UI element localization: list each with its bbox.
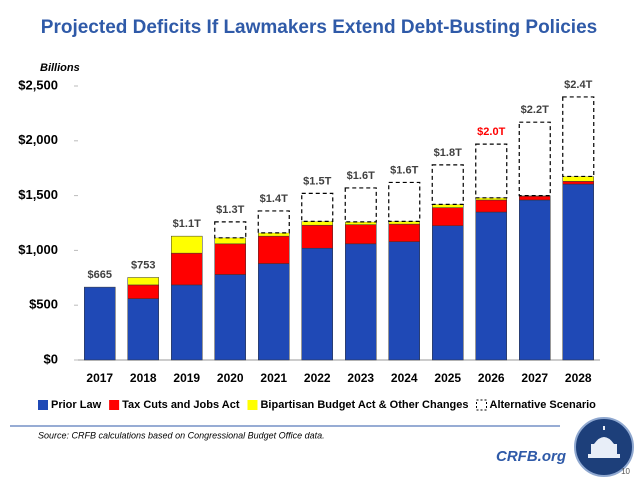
bar-segment bbox=[475, 143, 508, 199]
total-label: $1.6T bbox=[390, 164, 418, 176]
y-tick-label: $2,000 bbox=[18, 132, 58, 147]
bar-segment bbox=[432, 207, 464, 226]
x-tick-label: 2028 bbox=[565, 371, 592, 385]
bar-segment bbox=[171, 284, 203, 361]
logo-dome bbox=[588, 426, 620, 458]
source: Source: CRFB calculations based on Congr… bbox=[38, 430, 325, 440]
legend-label: Tax Cuts and Jobs Act bbox=[122, 399, 240, 411]
bar-segment bbox=[301, 224, 333, 249]
legend-swatch bbox=[109, 400, 120, 410]
bar-segment bbox=[475, 211, 507, 361]
bar-segment bbox=[519, 199, 551, 361]
bar-segment bbox=[432, 225, 464, 361]
total-label: $1.8T bbox=[434, 147, 462, 159]
x-tick-label: 2022 bbox=[304, 371, 331, 385]
brand: CRFB.org bbox=[496, 448, 566, 465]
bar-segment bbox=[171, 235, 203, 254]
bar-segment bbox=[518, 121, 551, 197]
x-tick-label: 2020 bbox=[217, 371, 244, 385]
bar-segment bbox=[257, 210, 290, 234]
x-tick-label: 2027 bbox=[521, 371, 548, 385]
bar-segment bbox=[171, 252, 203, 286]
bar-segment bbox=[562, 176, 594, 182]
x-tick-label: 2024 bbox=[391, 371, 418, 385]
bar-segment bbox=[431, 164, 464, 205]
bar-segment bbox=[388, 181, 421, 222]
legend-label: Bipartisan Budget Act & Other Changes bbox=[260, 399, 468, 411]
total-label: $2.2T bbox=[521, 104, 549, 116]
x-tick-label: 2025 bbox=[434, 371, 461, 385]
x-tick-label: 2023 bbox=[347, 371, 374, 385]
total-label: $665 bbox=[88, 269, 112, 281]
total-label: $1.5T bbox=[303, 175, 331, 187]
bar-segment bbox=[562, 183, 594, 361]
total-label: $1.1T bbox=[173, 218, 201, 230]
x-tick-label: 2021 bbox=[260, 371, 287, 385]
x-tick-label: 2018 bbox=[130, 371, 157, 385]
y-tick-label: $1,500 bbox=[18, 187, 58, 202]
bar-segment bbox=[388, 241, 420, 361]
bar-segment bbox=[258, 263, 290, 361]
legend-label: Prior Law bbox=[51, 399, 102, 411]
bar-segment bbox=[519, 195, 551, 201]
bar-segment bbox=[214, 237, 246, 245]
chart-title: Projected Deficits If Lawmakers Extend D… bbox=[41, 17, 597, 38]
bar-segment bbox=[475, 199, 507, 213]
total-label: $1.4T bbox=[260, 193, 288, 205]
bar-segment bbox=[301, 192, 334, 222]
bar-segment bbox=[562, 96, 595, 178]
total-label: $753 bbox=[131, 259, 155, 271]
legend-swatch bbox=[476, 399, 487, 411]
total-label: $2.4T bbox=[564, 79, 592, 91]
x-tick-label: 2026 bbox=[478, 371, 505, 385]
y-tick-label: $1,000 bbox=[18, 242, 58, 257]
legend-swatch bbox=[38, 400, 48, 410]
bar-segment bbox=[301, 247, 333, 361]
y-tick-label: $500 bbox=[29, 297, 58, 312]
legend-label: Alternative Scenario bbox=[490, 399, 597, 411]
bar-segment bbox=[127, 284, 159, 299]
total-label: $1.3T bbox=[216, 204, 244, 216]
bar-segment bbox=[562, 181, 594, 185]
y-tick-label: $0 bbox=[44, 351, 58, 366]
bar-segment bbox=[344, 187, 377, 223]
bar-segment bbox=[345, 243, 377, 361]
bar-segment bbox=[388, 223, 420, 242]
y-tick-label: $2,500 bbox=[18, 77, 58, 92]
bar-segment bbox=[127, 277, 159, 286]
x-tick-label: 2017 bbox=[86, 371, 113, 385]
legend-swatch bbox=[247, 400, 258, 410]
bar-segment bbox=[84, 286, 116, 361]
page-number: 10 bbox=[621, 467, 630, 476]
x-tick-label: 2019 bbox=[173, 371, 200, 385]
bar-segment bbox=[214, 274, 246, 361]
bar-segment bbox=[127, 298, 159, 361]
total-label: $1.6T bbox=[347, 170, 375, 182]
bar-segment bbox=[214, 221, 247, 239]
total-label: $2.0T bbox=[477, 126, 505, 138]
bar-segment bbox=[345, 224, 377, 245]
bar-segment bbox=[214, 243, 246, 275]
bar-segment bbox=[258, 235, 290, 264]
y-axis-label: Billions bbox=[40, 62, 80, 74]
